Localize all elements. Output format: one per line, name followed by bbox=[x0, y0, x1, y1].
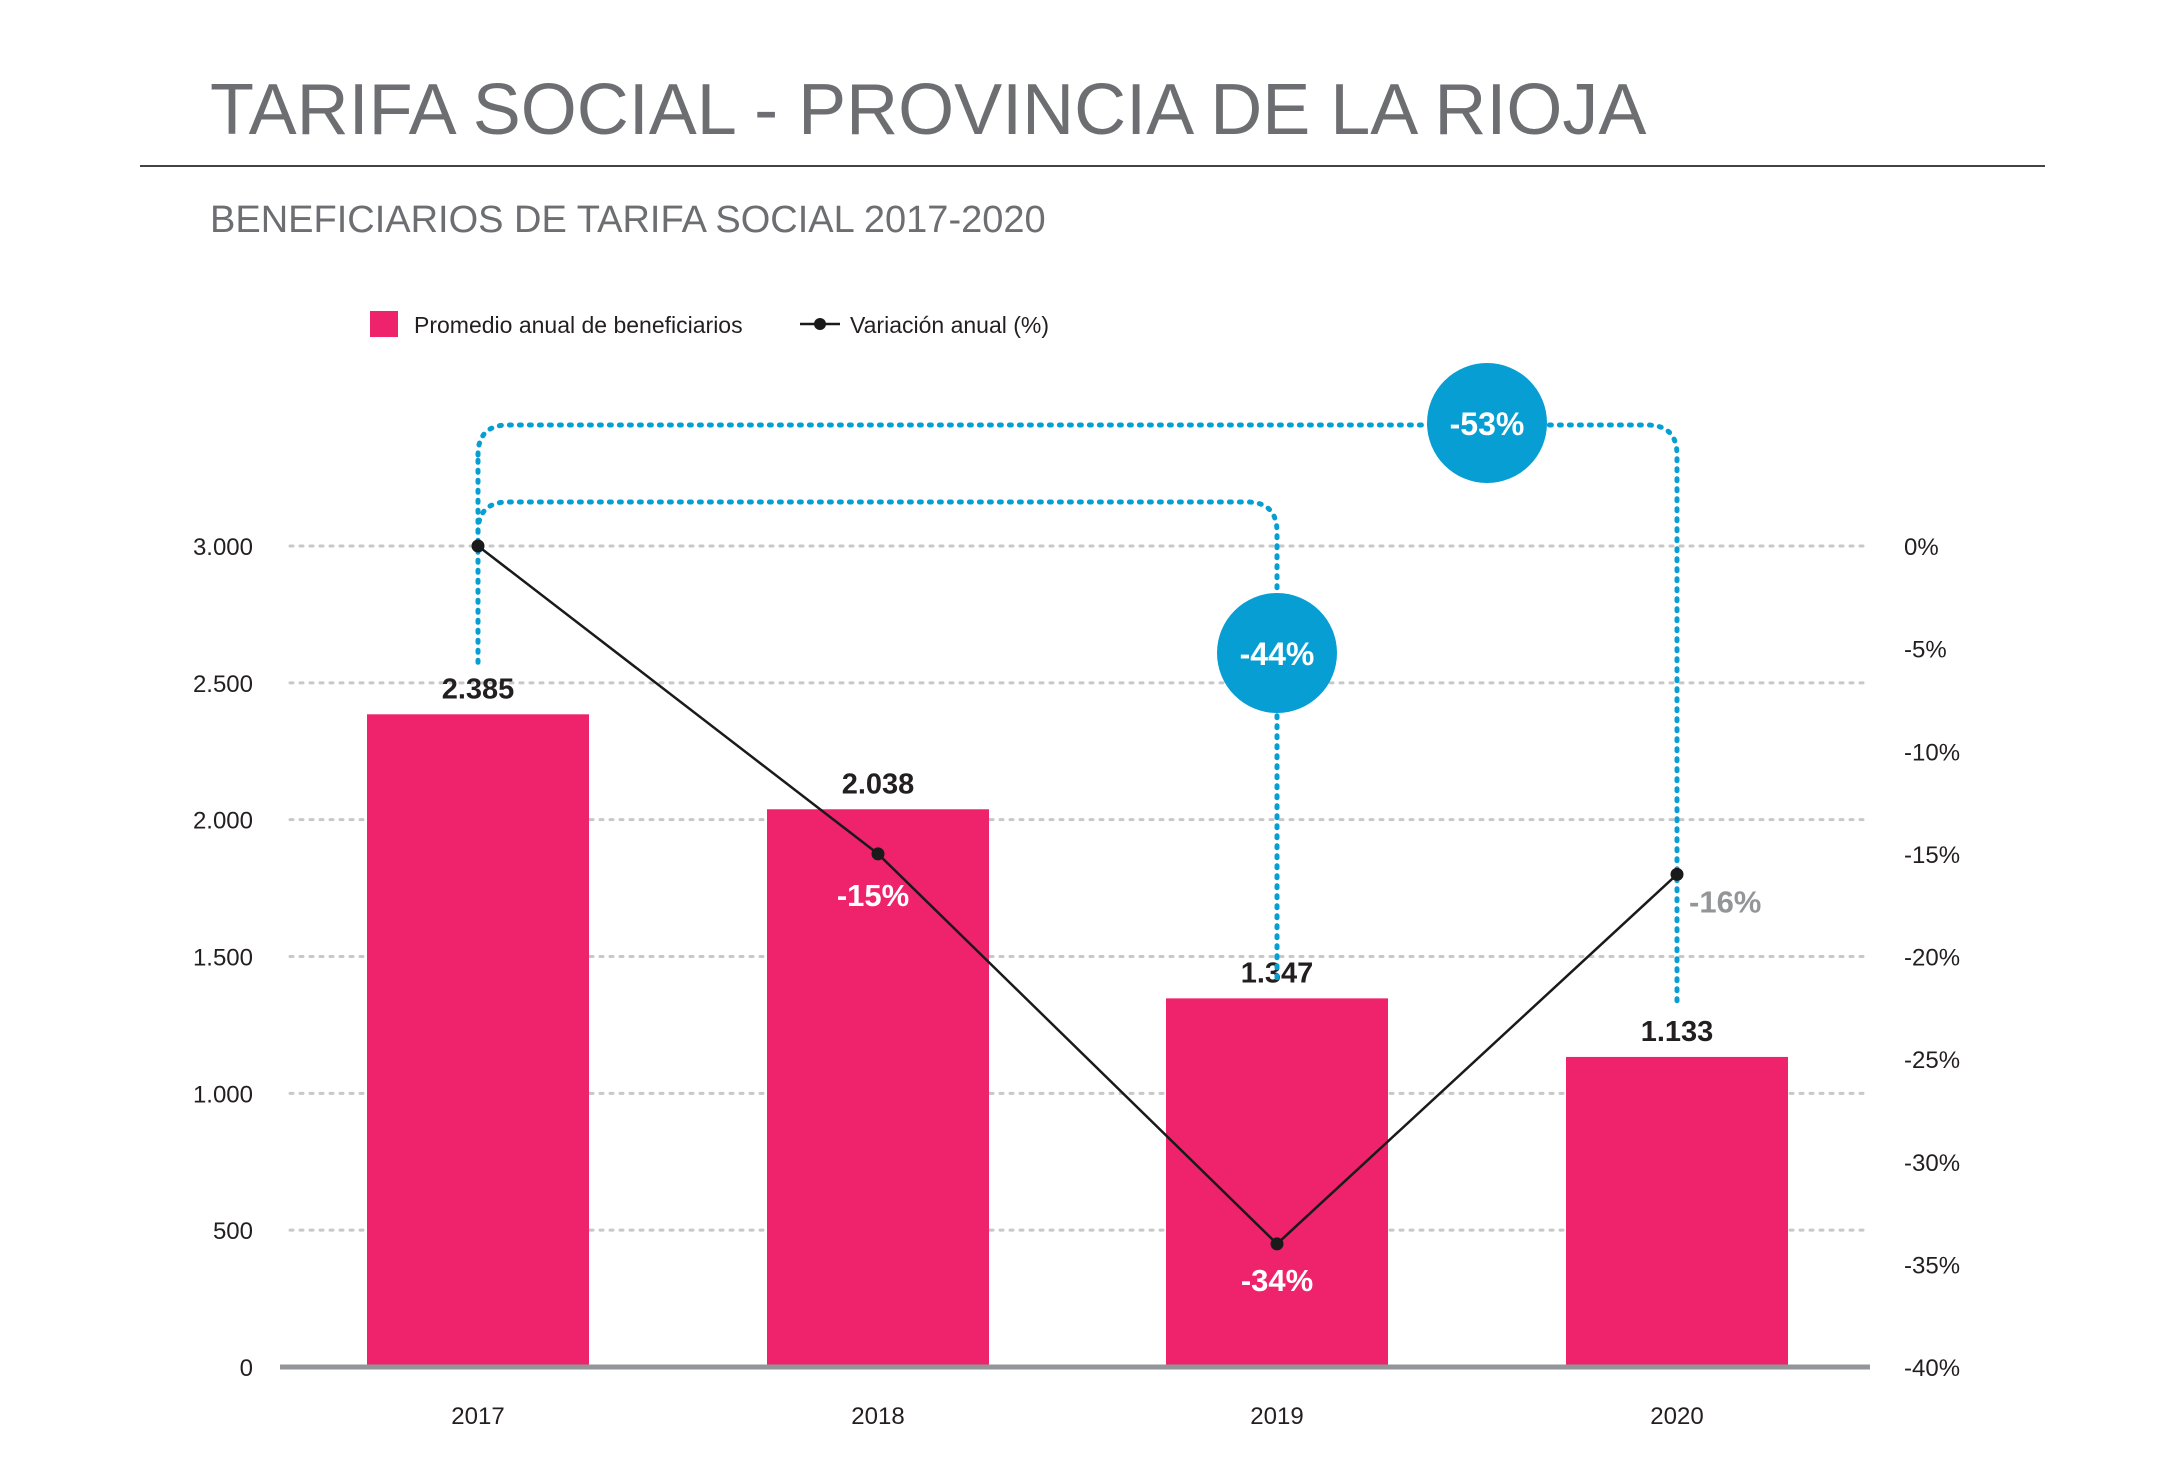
variation-line: -15% -34% -16% bbox=[471, 539, 1761, 1298]
left-axis-tick-label: 500 bbox=[213, 1218, 253, 1245]
comparison-badge-2017-2020 bbox=[1427, 363, 1547, 483]
bar-value-labels: 2.385 2.038 1.347 1.133 bbox=[442, 673, 1714, 1048]
left-axis-tick-label: 3.000 bbox=[193, 534, 253, 561]
variation-point-2018 bbox=[871, 847, 885, 861]
variation-point-2020 bbox=[1670, 867, 1684, 881]
right-axis-tick-label: -40% bbox=[1904, 1355, 1960, 1382]
comparison-badge-label: -53% bbox=[1450, 406, 1525, 442]
x-axis: 2017 2018 2019 2020 bbox=[451, 1403, 1703, 1430]
bar-2020 bbox=[1566, 1056, 1788, 1367]
right-axis-tick-label: -10% bbox=[1904, 739, 1960, 766]
left-axis-tick-label: 2.000 bbox=[193, 808, 253, 835]
comparison-brackets: -44% -53% bbox=[475, 363, 1680, 1008]
page-title: TARIFA SOCIAL - PROVINCIA DE LA RIOJA bbox=[210, 70, 1646, 150]
right-axis-tick-label: -5% bbox=[1904, 637, 1947, 664]
bar-value-label: 1.133 bbox=[1641, 1016, 1714, 1048]
variation-point-2019 bbox=[1270, 1237, 1284, 1251]
right-axis-tick-label: -35% bbox=[1904, 1252, 1960, 1279]
comparison-badge-label: -44% bbox=[1240, 636, 1315, 672]
legend-bar-swatch bbox=[370, 311, 398, 337]
bars bbox=[367, 714, 1788, 1367]
variation-label: -15% bbox=[837, 878, 909, 913]
right-axis-tick-label: -15% bbox=[1904, 842, 1960, 869]
variation-label: -16% bbox=[1689, 884, 1761, 919]
left-axis-tick-label: 1.500 bbox=[193, 945, 253, 972]
legend-line-label: Variación anual (%) bbox=[850, 312, 1049, 338]
left-axis-tick-label: 1.000 bbox=[193, 1081, 253, 1108]
bar-value-label: 2.385 bbox=[442, 673, 515, 705]
left-axis-tick-label: 0 bbox=[240, 1355, 253, 1382]
right-axis-tick-label: 0% bbox=[1904, 534, 1939, 561]
comparison-badge-2017-2019 bbox=[1217, 593, 1337, 713]
legend-bar-label: Promedio anual de beneficiarios bbox=[414, 312, 743, 338]
right-axis-tick-label: -20% bbox=[1904, 945, 1960, 972]
variation-line-path bbox=[477, 545, 1678, 1246]
right-axis-tick-label: -25% bbox=[1904, 1047, 1960, 1074]
variation-label: -34% bbox=[1241, 1263, 1313, 1298]
legend-line-marker bbox=[814, 318, 826, 330]
left-axis-tick-label: 2.500 bbox=[193, 671, 253, 698]
x-axis-tick-label: 2019 bbox=[1250, 1403, 1303, 1430]
variation-point-2017 bbox=[471, 539, 485, 553]
x-axis-tick-label: 2020 bbox=[1650, 1403, 1703, 1430]
bracket-2017-2020 bbox=[475, 422, 1680, 1008]
bar-2017 bbox=[367, 714, 589, 1367]
left-axis: 0 500 1.000 1.500 2.000 2.500 3.000 bbox=[193, 534, 253, 1382]
bar-value-label: 1.347 bbox=[1241, 957, 1314, 989]
legend: Promedio anual de beneficiarios Variació… bbox=[370, 311, 1049, 338]
bar-2019 bbox=[1166, 998, 1388, 1367]
bar-value-label: 2.038 bbox=[842, 768, 915, 800]
page-subtitle: BENEFICIARIOS DE TARIFA SOCIAL 2017-2020 bbox=[210, 199, 1046, 241]
right-axis-tick-label: -30% bbox=[1904, 1150, 1960, 1177]
x-axis-tick-label: 2017 bbox=[451, 1403, 504, 1430]
bar-2018 bbox=[767, 809, 989, 1367]
right-axis: 0% -5% -10% -15% -20% -25% -30% -35% -40% bbox=[1904, 534, 1960, 1382]
x-axis-tick-label: 2018 bbox=[851, 1403, 904, 1430]
